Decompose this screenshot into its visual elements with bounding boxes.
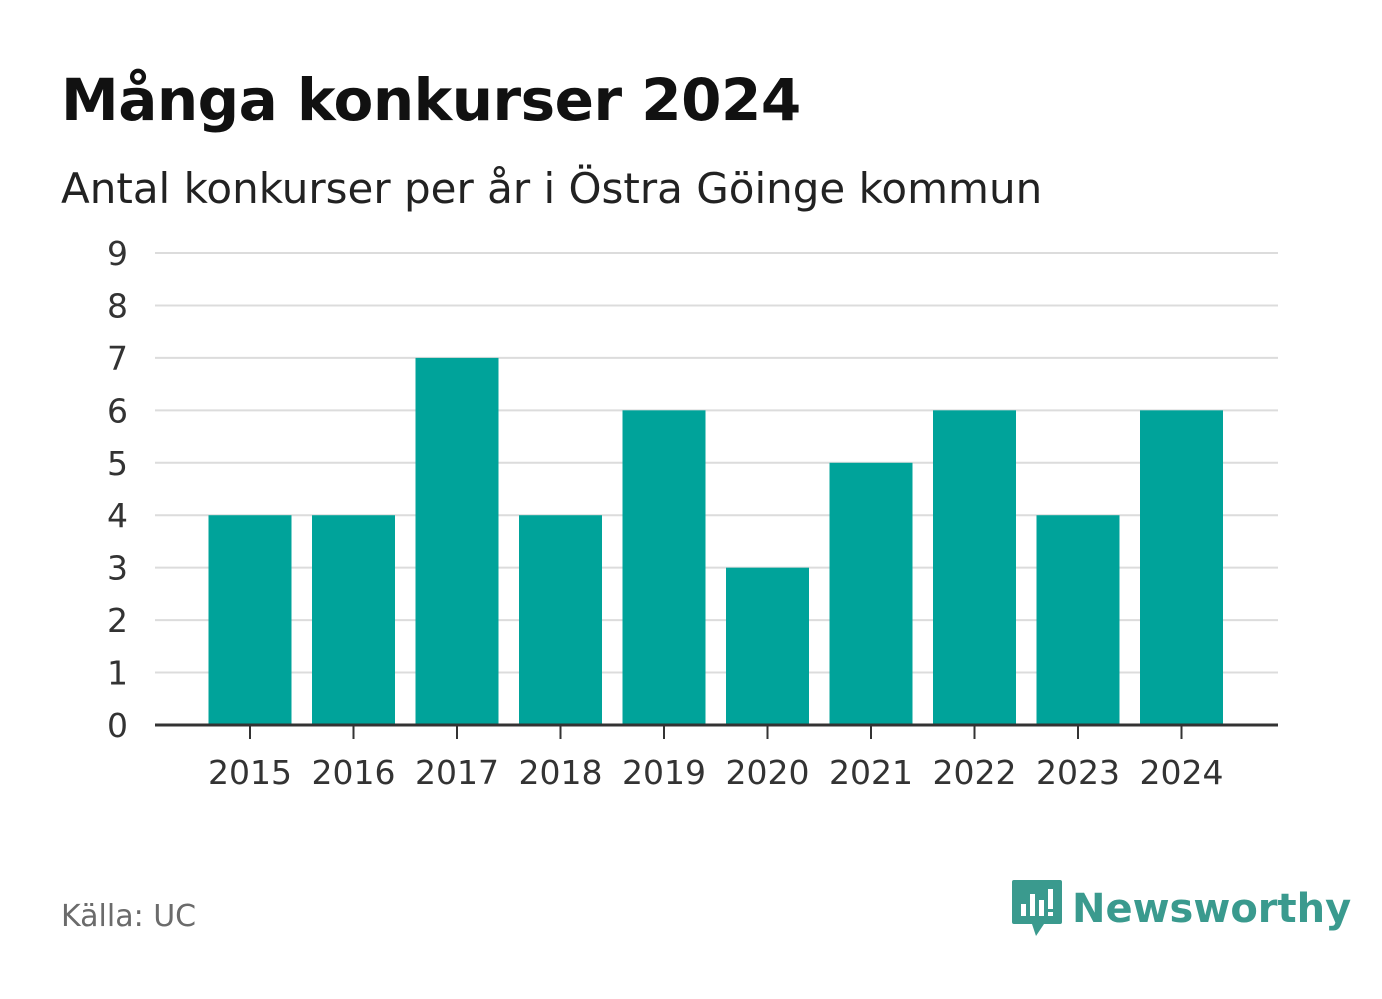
bar-2019 [622, 410, 706, 725]
y-tick-label: 2 [107, 601, 128, 640]
x-tick-label: 2015 [208, 753, 292, 792]
y-tick-label: 8 [107, 286, 128, 325]
x-tick-label: 2017 [415, 753, 499, 792]
chart-subtitle: Antal konkurser per år i Östra Göinge ko… [61, 164, 1043, 213]
x-tick-label: 2020 [726, 753, 810, 792]
x-tick-label: 2023 [1036, 753, 1120, 792]
y-tick-label: 5 [107, 444, 128, 483]
bar-2023 [1036, 515, 1120, 725]
y-tick-label: 3 [107, 549, 128, 588]
bar-2016 [312, 515, 395, 725]
newsworthy-logo-icon [1012, 880, 1062, 936]
bar-2022 [933, 410, 1016, 725]
bar-2018 [519, 515, 602, 725]
y-tick-label: 0 [107, 706, 128, 745]
x-tick-labels: 2015 2016 2017 2018 2019 2020 2021 2022 2023 2024 [208, 753, 1223, 792]
bar-2021 [829, 462, 913, 725]
y-tick-labels: 0 1 2 3 4 5 6 7 8 9 [107, 234, 128, 745]
bar-2020 [726, 567, 809, 725]
y-tick-label: 6 [107, 391, 128, 430]
x-tick-label: 2016 [312, 753, 396, 792]
y-tick-label: 7 [107, 339, 128, 378]
x-axis [155, 723, 1278, 739]
x-tick-label: 2021 [829, 753, 913, 792]
brand-name: Newsworthy [1072, 886, 1352, 932]
x-tick-label: 2022 [933, 753, 1017, 792]
x-tick-label: 2018 [519, 753, 603, 792]
y-tick-label: 4 [107, 496, 128, 535]
x-tick-label: 2019 [622, 753, 706, 792]
source-note: Källa: UC [61, 899, 197, 934]
bar-2017 [415, 357, 499, 725]
bars [208, 357, 1223, 725]
x-tick-label: 2024 [1140, 753, 1224, 792]
bar-2015 [208, 515, 292, 725]
chart-title: Många konkurser 2024 [61, 66, 801, 134]
y-tick-label: 1 [107, 654, 128, 693]
bar-2024 [1140, 410, 1223, 725]
brand-logo: Newsworthy [1010, 878, 1351, 940]
y-tick-label: 9 [107, 234, 128, 273]
